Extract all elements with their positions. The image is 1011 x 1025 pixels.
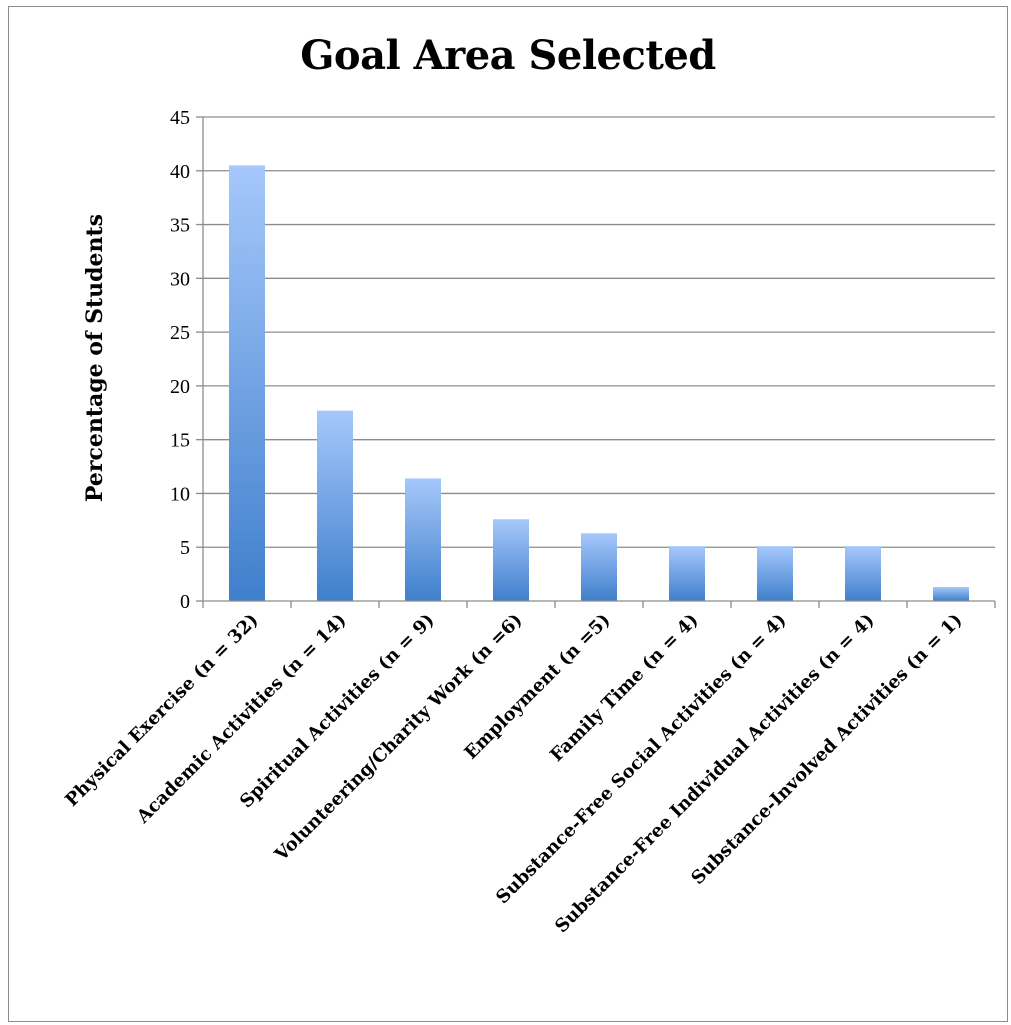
bar [581,533,617,601]
bar [493,519,529,601]
y-tick-label: 35 [170,215,190,237]
bar [845,546,881,601]
x-category-label: Spiritual Activities (n = 9) [236,610,439,813]
y-tick-label: 15 [170,430,190,452]
bar [757,546,793,601]
y-tick-label: 25 [170,322,190,344]
bar [933,587,969,601]
bar [405,478,441,601]
y-tick-label: 5 [180,537,190,559]
bar [317,410,353,601]
x-category-label: Physical Exercise (n = 32) [61,610,262,811]
bar [229,165,265,601]
x-category-label: Substance-Free Individual Activities (n … [551,610,879,938]
y-tick-label: 0 [180,591,190,613]
bar [669,546,705,601]
chart-frame [8,6,1008,1022]
x-category-label: Family Time (n = 4) [546,610,702,766]
y-axis-title: Percentage of Students [82,214,108,502]
chart-title: Goal Area Selected [300,32,716,79]
x-category-label: Substance-Free Social Activities (n = 4) [492,610,790,908]
y-tick-label: 30 [170,268,190,290]
y-tick-label: 45 [170,107,190,129]
y-tick-label: 40 [170,161,190,183]
y-tick-label: 10 [170,483,190,505]
x-category-label: Employment (n =5) [461,610,615,764]
y-tick-label: 20 [170,376,190,398]
